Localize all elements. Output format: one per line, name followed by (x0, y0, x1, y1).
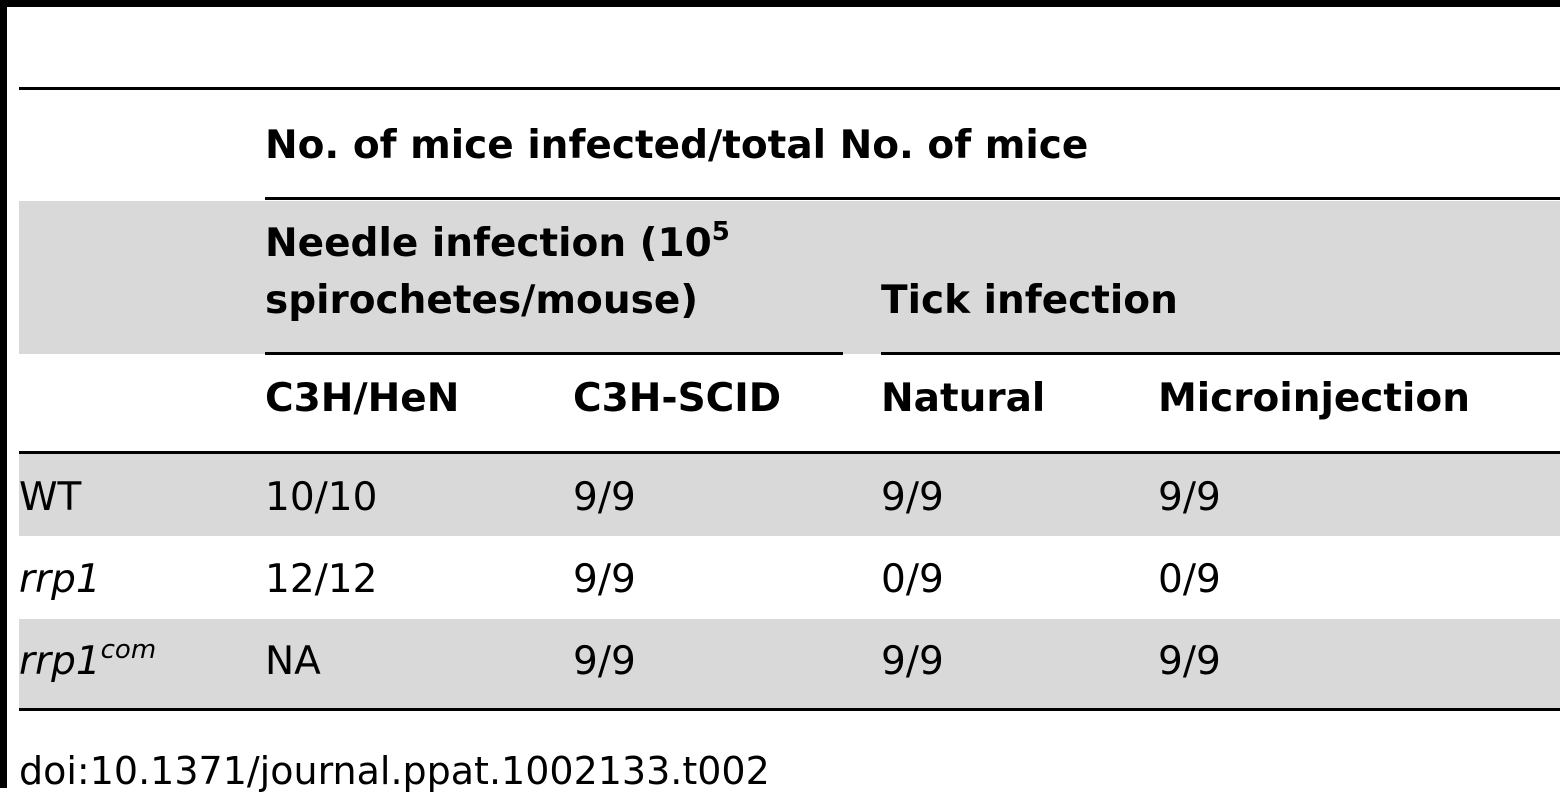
tick-group-underline (881, 352, 1560, 355)
spanner-header: No. of mice infected/total No. of mice (265, 123, 1089, 168)
column-header-c3h-scid: C3H-SCID (573, 376, 782, 421)
cell-wt-natural: 9/9 (881, 475, 944, 520)
row-band-rrp1com (19, 619, 1560, 709)
left-border (0, 0, 7, 788)
cell-wt-microinjection: 9/9 (1158, 475, 1221, 520)
needle-group-underline (265, 352, 843, 355)
cell-rrp1-c3h-hen: 12/12 (265, 557, 378, 602)
top-border (0, 0, 1560, 7)
cell-rrp1com-microinjection: 9/9 (1158, 639, 1221, 684)
row-label-wt: WT (19, 475, 82, 520)
table-bottom-rule (19, 708, 1560, 711)
cell-wt-c3h-hen: 10/10 (265, 475, 378, 520)
header-bottom-rule (19, 451, 1560, 454)
column-header-natural: Natural (881, 376, 1046, 421)
cell-rrp1com-natural: 9/9 (881, 639, 944, 684)
needle-header-text: Needle infection (10 (265, 221, 712, 266)
row-label-rrp1com-superscript: com (100, 635, 157, 665)
row-label-rrp1com: rrp1com (19, 637, 156, 684)
needle-infection-header: Needle infection (105 (265, 219, 730, 266)
cell-rrp1-natural: 0/9 (881, 557, 944, 602)
spanner-underline (265, 197, 1560, 200)
cell-rrp1com-c3h-hen: NA (265, 639, 321, 684)
column-header-microinjection: Microinjection (1158, 376, 1470, 421)
needle-infection-header-line2: spirochetes/mouse) (265, 278, 699, 323)
needle-header-exponent: 5 (711, 217, 730, 247)
row-label-rrp1com-base: rrp1 (19, 639, 101, 684)
column-header-c3h-hen: C3H/HeN (265, 376, 460, 421)
cell-wt-c3h-scid: 9/9 (573, 475, 636, 520)
tick-infection-header: Tick infection (881, 278, 1178, 323)
group-header-band (19, 201, 1560, 354)
row-band-wt (19, 454, 1560, 536)
cell-rrp1-microinjection: 0/9 (1158, 557, 1221, 602)
cell-rrp1-c3h-scid: 9/9 (573, 557, 636, 602)
table-top-rule (19, 87, 1560, 90)
doi-link[interactable]: doi:10.1371/journal.ppat.1002133.t002 (19, 749, 770, 793)
cell-rrp1com-c3h-scid: 9/9 (573, 639, 636, 684)
row-label-rrp1: rrp1 (19, 557, 101, 602)
